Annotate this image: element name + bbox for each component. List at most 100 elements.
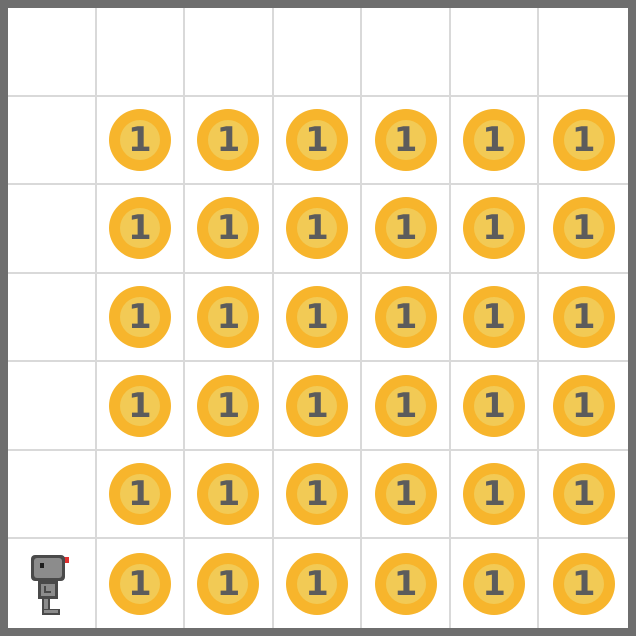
coin-value: 1	[208, 385, 249, 426]
grid-cell: 1	[273, 362, 363, 451]
grid-cell: 1	[450, 96, 540, 186]
coin-icon: 1	[463, 285, 526, 348]
coin-icon: 1	[374, 108, 437, 171]
coin-value: 1	[474, 208, 515, 249]
grid-cell: 1	[539, 274, 628, 363]
coin-value: 1	[119, 119, 160, 160]
grid-cell: 1	[362, 185, 451, 274]
coin-icon: 1	[463, 197, 526, 260]
coin-value: 1	[385, 208, 426, 249]
coin-icon: 1	[552, 285, 615, 348]
coin-value: 1	[474, 563, 515, 604]
coin-value: 1	[296, 474, 337, 515]
grid-cell: 1	[362, 539, 451, 628]
grid-cell	[8, 539, 97, 628]
coin-value: 1	[119, 474, 160, 515]
coin-icon: 1	[374, 285, 437, 348]
grid-cell: 1	[97, 539, 186, 628]
coin-value: 1	[208, 119, 249, 160]
coin-icon: 1	[108, 463, 171, 526]
grid-cell: 1	[185, 273, 274, 363]
grid-cell	[8, 185, 97, 274]
coin-icon: 1	[108, 552, 171, 615]
coin-icon: 1	[463, 463, 526, 526]
grid-cell	[8, 273, 97, 363]
coin-icon: 1	[197, 197, 260, 260]
grid-cell: 1	[96, 185, 186, 274]
coin-value: 1	[119, 563, 160, 604]
robot-icon	[31, 554, 70, 615]
grid-cell	[539, 8, 628, 97]
coin-icon: 1	[108, 108, 171, 171]
coin-value: 1	[474, 474, 515, 515]
coin-icon: 1	[552, 197, 615, 260]
coin-icon: 1	[552, 463, 615, 526]
coin-value: 1	[385, 385, 426, 426]
coin-icon: 1	[285, 552, 348, 615]
coin-icon: 1	[197, 552, 260, 615]
coin-icon: 1	[197, 285, 260, 348]
grid-cell: 1	[274, 539, 363, 628]
grid-cell: 1	[96, 96, 186, 186]
coin-icon: 1	[374, 374, 437, 437]
game-board: 1 1 1 1 1 1 1 1 1 1 1 1 1 1 1 1	[8, 8, 628, 628]
grid-cell	[8, 450, 97, 540]
coin-icon: 1	[552, 552, 615, 615]
coin-icon: 1	[285, 463, 348, 526]
coin-value: 1	[385, 563, 426, 604]
grid-cell	[96, 8, 186, 97]
coin-icon: 1	[552, 108, 615, 171]
grid-cell	[8, 96, 97, 186]
grid-cell: 1	[362, 450, 451, 540]
grid-cell: 1	[273, 96, 363, 186]
coin-icon: 1	[108, 197, 171, 260]
coin-value: 1	[474, 385, 515, 426]
grid-cell: 1	[539, 362, 628, 451]
coin-icon: 1	[374, 463, 437, 526]
grid-cell: 1	[185, 450, 274, 540]
coin-value: 1	[208, 208, 249, 249]
coin-icon: 1	[108, 374, 171, 437]
coin-icon: 1	[463, 552, 526, 615]
coin-icon: 1	[108, 285, 171, 348]
coin-icon: 1	[463, 374, 526, 437]
grid-cell: 1	[450, 185, 540, 274]
grid-cell: 1	[539, 185, 628, 274]
grid-cell: 1	[96, 362, 186, 451]
grid-cell: 1	[451, 539, 540, 628]
grid-cell	[362, 8, 451, 97]
grid-cell: 1	[273, 273, 363, 363]
coin-value: 1	[563, 208, 604, 249]
grid-cell: 1	[273, 185, 363, 274]
coin-icon: 1	[285, 285, 348, 348]
coin-value: 1	[296, 385, 337, 426]
grid-cell: 1	[185, 539, 274, 628]
coin-value: 1	[385, 119, 426, 160]
coin-value: 1	[208, 474, 249, 515]
grid-cell	[8, 8, 97, 97]
grid-cell: 1	[362, 96, 451, 186]
grid-cell: 1	[185, 185, 274, 274]
coin-value: 1	[563, 296, 604, 337]
coin-value: 1	[208, 563, 249, 604]
coin-value: 1	[474, 296, 515, 337]
grid-cell: 1	[539, 451, 628, 540]
coin-icon: 1	[285, 197, 348, 260]
grid-cell: 1	[450, 273, 540, 363]
grid-cell: 1	[273, 450, 363, 540]
coin-value: 1	[385, 474, 426, 515]
coin-icon: 1	[285, 108, 348, 171]
coin-icon: 1	[285, 374, 348, 437]
coin-value: 1	[474, 119, 515, 160]
coin-icon: 1	[463, 108, 526, 171]
coin-value: 1	[563, 563, 604, 604]
grid-cell: 1	[185, 362, 274, 451]
coin-value: 1	[119, 296, 160, 337]
grid-cell	[273, 8, 363, 97]
grid-cell: 1	[185, 96, 274, 186]
coin-value: 1	[296, 119, 337, 160]
grid-cell: 1	[450, 362, 540, 451]
grid-cell: 1	[96, 273, 186, 363]
grid-cell: 1	[362, 362, 451, 451]
coin-value: 1	[208, 296, 249, 337]
